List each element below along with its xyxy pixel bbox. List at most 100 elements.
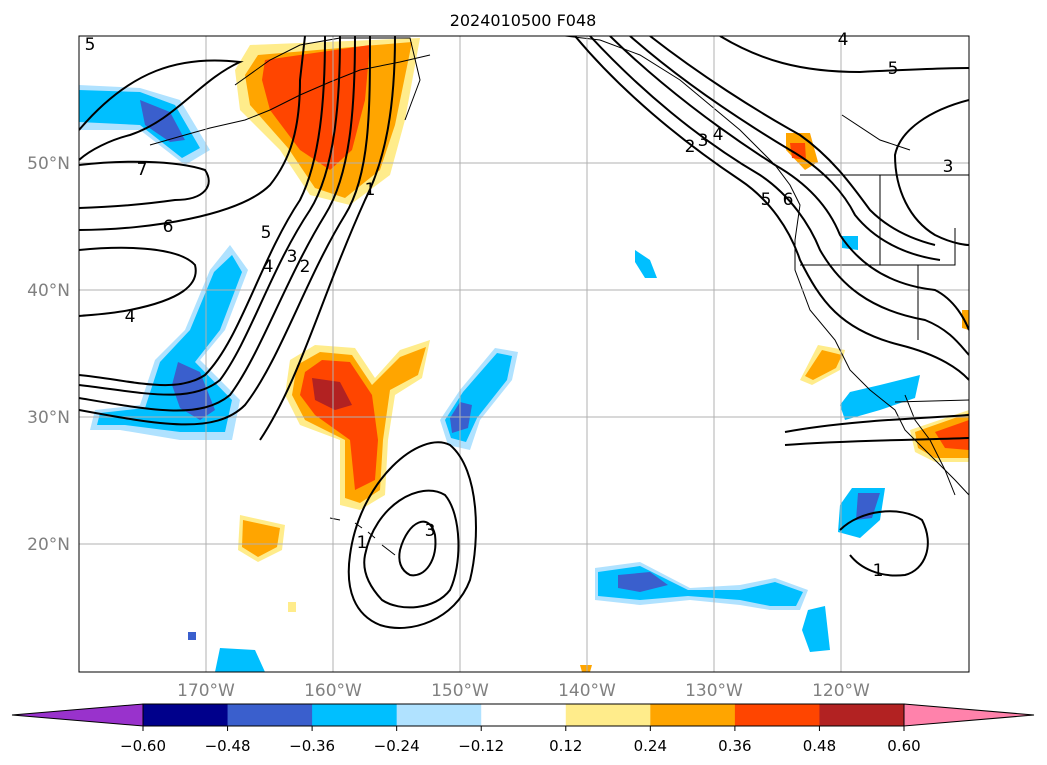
contour-west-6 (79, 36, 306, 231)
aleutian-islands (149, 54, 431, 146)
shade-nv-blue (842, 236, 858, 250)
shade-south-darkblue (618, 572, 668, 592)
colorbar-segment (143, 704, 229, 726)
contour-east-e (649, 36, 936, 246)
contour-west-6b (79, 246, 197, 317)
shade-central-darkred (312, 378, 352, 410)
shade-aleutian-red (262, 45, 370, 170)
contour-label: 5 (761, 190, 772, 210)
shade-sw-blue (215, 648, 265, 672)
colorbar-tick-label: 0.24 (634, 737, 667, 755)
shade-135w-blue (635, 250, 657, 278)
shade-nw-darkblue (140, 100, 185, 142)
colorbar-segment (819, 704, 905, 726)
contour-west-7 (79, 59, 244, 161)
colorbar-tick-label: 0.60 (887, 737, 920, 755)
contour-label: 1 (365, 180, 376, 200)
state-border-2 (800, 228, 956, 266)
contour-east-a (574, 36, 969, 381)
contour-label: 3 (425, 521, 436, 541)
colorbar-segment (734, 704, 820, 726)
lat-label-group: 50°N 40°N 30°N 20°N (27, 154, 70, 555)
shade-ca-orange (805, 350, 842, 380)
contour-hawaii-inner (398, 520, 437, 577)
contour-east-b (589, 36, 969, 356)
contour-label: 4 (838, 30, 849, 50)
colorbar-tick-label: 0.48 (803, 737, 836, 755)
contour-label: 2 (685, 137, 696, 157)
contour-label: 5 (888, 59, 899, 79)
colorbar-tick-label: 0.36 (718, 737, 751, 755)
lat-label: 40°N (27, 281, 70, 301)
colorbar-extend-high (903, 703, 1035, 727)
lon-label: 140°W (558, 681, 616, 701)
contour-label: 1 (873, 561, 884, 581)
contour-label: 2 (300, 257, 311, 277)
lon-label: 160°W (304, 681, 362, 701)
colorbar-segment (312, 704, 398, 726)
lat-label: 50°N (27, 154, 70, 174)
hawaii-islands (329, 517, 396, 556)
colorbar-segment (227, 704, 313, 726)
lon-label: 130°W (685, 681, 743, 701)
contour-label: 4 (125, 307, 136, 327)
shade-bottom-orange (580, 665, 592, 672)
colorbar: −0.60 −0.48 −0.36 −0.24 −0.12 0.12 0.24 0.36 0.4… (11, 703, 1035, 755)
contour-west-1 (259, 36, 396, 441)
colorbar-segment (396, 704, 482, 726)
mexico-border (894, 399, 969, 403)
shade-tiny-yellow (288, 602, 296, 612)
contour-label: 3 (943, 157, 954, 177)
contour-label: 4 (263, 257, 274, 277)
lon-label: 150°W (431, 681, 489, 701)
shade-se-blue (802, 606, 830, 652)
lon-label: 170°W (177, 681, 235, 701)
lon-label: 120°W (812, 681, 870, 701)
contour-west-4 (79, 36, 341, 396)
contour-west-7b (79, 160, 210, 209)
contour-hawaii-mid (363, 489, 460, 609)
colorbar-tick-label: −0.36 (289, 737, 335, 755)
contour-west-3 (79, 36, 356, 412)
contour-label: 4 (713, 125, 724, 145)
colorbar-extend-low (11, 703, 144, 727)
colorbar-tick-label: −0.60 (120, 737, 166, 755)
contour-label: 6 (783, 190, 794, 210)
contour-east-3 (893, 99, 969, 246)
contour-label: 1 (357, 533, 368, 553)
shade-baja-south-darkblue (856, 493, 880, 520)
contour-label-group: 5 7 6 4 5 4 3 2 1 2 3 4 5 6 5 3 1 3 1 4 (85, 30, 954, 581)
map-border (78, 35, 970, 673)
shade-bc-red (790, 143, 806, 160)
contour-west-5 (79, 36, 326, 387)
colorbar-segment (481, 704, 567, 726)
contour-label: 7 (137, 160, 148, 180)
contour-lines (79, 36, 969, 629)
shade-west-darkblue (172, 362, 215, 420)
contour-hawaii-outer (347, 441, 477, 629)
contour-east-loop (839, 510, 929, 577)
contour-east-1b (784, 437, 969, 446)
colorbar-tick-label: −0.12 (458, 737, 504, 755)
contour-label: 5 (261, 223, 272, 243)
north-america-coast (564, 36, 969, 496)
contour-east-d (629, 36, 941, 261)
colorbar-tick-label: 0.12 (549, 737, 582, 755)
contour-label: 6 (163, 217, 174, 237)
map-title: 2024010500 F048 (450, 11, 597, 30)
shade-165w-orange (242, 520, 280, 557)
contour-label: 3 (287, 247, 298, 267)
colorbar-tick-label: −0.24 (374, 737, 420, 755)
colorbar-segment (565, 704, 651, 726)
state-border-4 (841, 114, 911, 151)
contour-label: 5 (85, 35, 96, 55)
contour-west-2 (79, 36, 371, 426)
lat-label: 20°N (27, 535, 70, 555)
lat-label: 30°N (27, 408, 70, 428)
contour-label: 3 (698, 131, 709, 151)
colorbar-outline (142, 703, 905, 727)
shade-mexico-red (935, 420, 969, 450)
colorbar-segment (650, 704, 736, 726)
lon-label-group: 170°W 160°W 150°W 140°W 130°W 120°W (177, 681, 870, 701)
